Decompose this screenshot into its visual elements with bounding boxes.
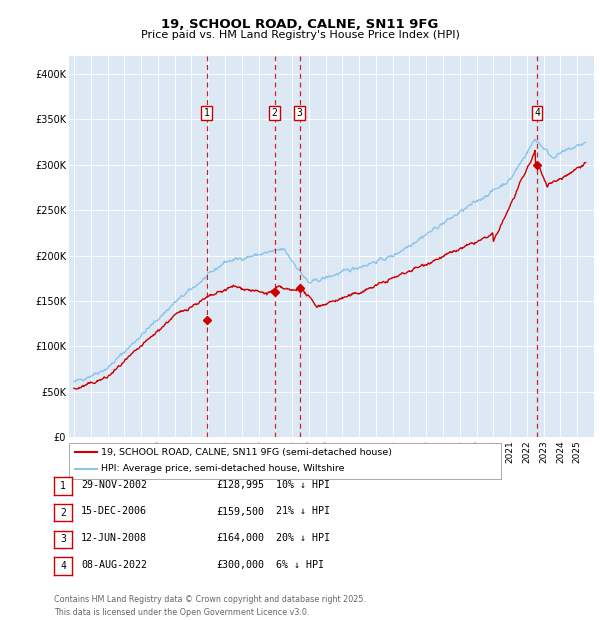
Text: 15-DEC-2006: 15-DEC-2006	[81, 507, 147, 516]
Text: 2: 2	[272, 108, 278, 118]
Text: Contains HM Land Registry data © Crown copyright and database right 2025.
This d: Contains HM Land Registry data © Crown c…	[54, 595, 366, 617]
Text: 19, SCHOOL ROAD, CALNE, SN11 9FG: 19, SCHOOL ROAD, CALNE, SN11 9FG	[161, 19, 439, 31]
Text: 29-NOV-2002: 29-NOV-2002	[81, 480, 147, 490]
Text: 1: 1	[204, 108, 209, 118]
Text: 4: 4	[60, 561, 66, 571]
Text: 20% ↓ HPI: 20% ↓ HPI	[276, 533, 330, 543]
Text: 4: 4	[534, 108, 540, 118]
Text: £128,995: £128,995	[216, 480, 264, 490]
Text: £159,500: £159,500	[216, 507, 264, 516]
Text: HPI: Average price, semi-detached house, Wiltshire: HPI: Average price, semi-detached house,…	[101, 464, 345, 474]
Text: 1: 1	[60, 481, 66, 491]
Text: £300,000: £300,000	[216, 560, 264, 570]
Text: 12-JUN-2008: 12-JUN-2008	[81, 533, 147, 543]
Text: 3: 3	[60, 534, 66, 544]
Text: £164,000: £164,000	[216, 533, 264, 543]
Text: Price paid vs. HM Land Registry's House Price Index (HPI): Price paid vs. HM Land Registry's House …	[140, 30, 460, 40]
Text: 2: 2	[60, 508, 66, 518]
Text: 10% ↓ HPI: 10% ↓ HPI	[276, 480, 330, 490]
Text: 19, SCHOOL ROAD, CALNE, SN11 9FG (semi-detached house): 19, SCHOOL ROAD, CALNE, SN11 9FG (semi-d…	[101, 448, 392, 457]
Text: 08-AUG-2022: 08-AUG-2022	[81, 560, 147, 570]
Text: 21% ↓ HPI: 21% ↓ HPI	[276, 507, 330, 516]
Text: 6% ↓ HPI: 6% ↓ HPI	[276, 560, 324, 570]
Text: 3: 3	[296, 108, 302, 118]
